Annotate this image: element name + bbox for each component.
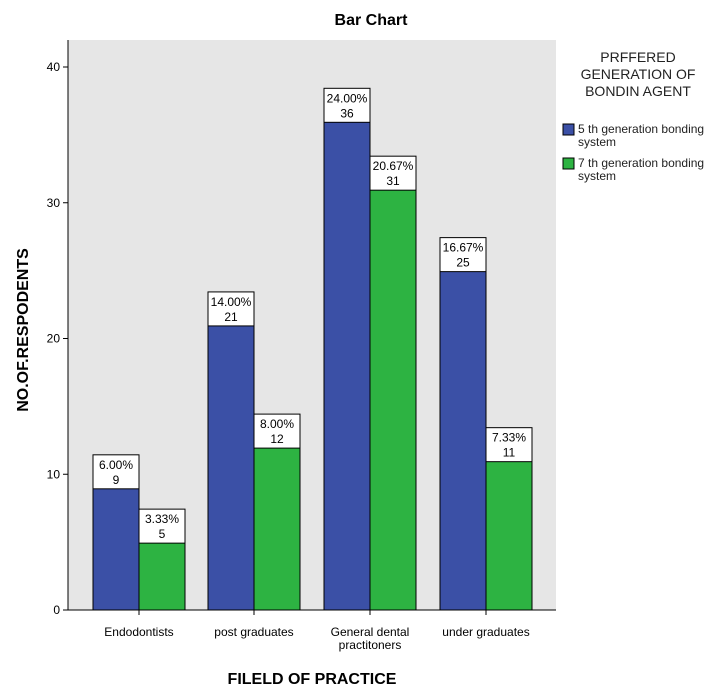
data-label-count: 11: [503, 446, 516, 460]
data-label-box: [138, 508, 186, 544]
legend-label: 5 th generation bonding system: [578, 122, 704, 149]
bar: [439, 270, 487, 611]
data-label-count: 31: [386, 174, 400, 188]
data-label-box: [439, 237, 487, 273]
x-tick-label: post graduates: [214, 625, 293, 639]
chart-title: Bar Chart: [335, 12, 409, 29]
data-labels: 6.00%9 3.33%5 14.00%21 8.00%12 24.00%36 20.67…: [92, 87, 533, 544]
bar: [138, 541, 186, 611]
y-axis: 0 10 20 30 40: [47, 40, 69, 617]
data-label-count: 9: [113, 473, 120, 487]
data-label-percent: 16.67%: [443, 241, 484, 255]
legend-swatch: [562, 157, 575, 170]
legend: PRFFERED GENERATION OF BONDIN AGENT 5 th ge…: [562, 49, 704, 183]
data-label-count: 21: [224, 310, 238, 324]
data-label-box: [323, 87, 371, 123]
data-label-percent: 14.00%: [211, 295, 252, 309]
legend-swatch: [562, 123, 575, 136]
data-label-percent: 20.67%: [373, 159, 414, 173]
x-tick-label: General dental practitoners: [331, 625, 410, 652]
x-axis-title: FILELD OF PRACTICE: [228, 671, 397, 688]
legend-title: PRFFERED GENERATION OF BONDIN AGENT: [581, 49, 696, 99]
bar: [369, 188, 417, 611]
y-tick-label: 40: [47, 60, 61, 74]
y-tick-label: 30: [47, 196, 61, 210]
data-label-percent: 24.00%: [327, 91, 368, 105]
data-label-percent: 6.00%: [99, 458, 133, 472]
data-label-count: 5: [159, 527, 166, 541]
data-label-count: 12: [270, 432, 284, 446]
data-label-box: [485, 427, 533, 463]
y-tick-label: 0: [53, 603, 60, 617]
x-tick-label: under graduates: [442, 625, 529, 639]
data-label-box: [92, 454, 140, 490]
data-label-count: 36: [340, 106, 354, 120]
bar: [253, 446, 301, 611]
y-tick-label: 10: [47, 467, 61, 481]
bar: [323, 120, 371, 611]
data-label-box: [207, 291, 255, 327]
bar: [92, 487, 140, 611]
data-label-box: [369, 155, 417, 191]
x-axis: Endodontists post graduates General dental…: [68, 609, 556, 652]
bar: [207, 324, 255, 611]
bars: [92, 120, 533, 611]
y-tick-label: 20: [47, 332, 61, 346]
data-label-percent: 7.33%: [492, 431, 526, 445]
data-label-count: 25: [456, 256, 470, 270]
data-label-percent: 8.00%: [260, 417, 294, 431]
data-label-box: [253, 413, 301, 449]
legend-label: 7 th generation bonding system: [578, 156, 704, 183]
y-axis-title: NO.OF.RESPODENTS: [15, 248, 32, 412]
x-tick-label: Endodontists: [104, 625, 173, 639]
data-label-percent: 3.33%: [145, 512, 179, 526]
bar: [485, 460, 533, 611]
